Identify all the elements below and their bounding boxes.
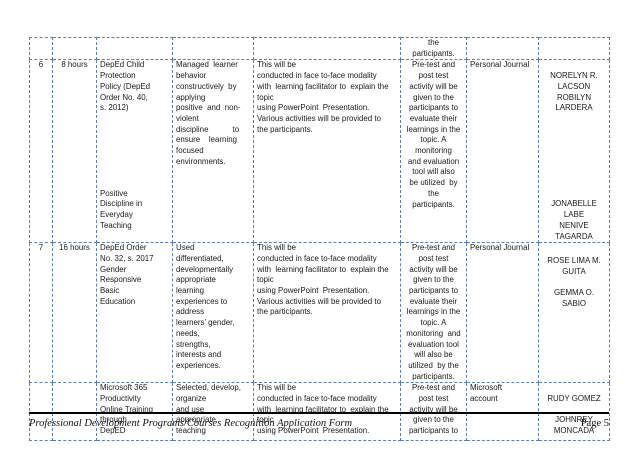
table-row-continuation: the participants. — [29, 36, 610, 61]
cell-modality: This will be conducted in face to-face m… — [253, 242, 401, 384]
title-text: DepEd Child Protection Policy (DepEd Ord… — [100, 60, 150, 113]
row-number: 7 — [38, 243, 44, 253]
cell-evaluation: the participants. — [400, 36, 467, 61]
cell-title: DepEd Order No. 32, s. 2017 Gender Respo… — [96, 242, 173, 384]
cell-objective — [172, 36, 254, 61]
title-text-secondary: Positive Discipline in Everyday Teaching — [100, 188, 143, 230]
cell-title — [96, 36, 173, 61]
cell-hours — [52, 36, 97, 61]
cell-modality: This will be conducted in face to-face m… — [253, 382, 401, 442]
cell-output: Personal Journal — [466, 59, 539, 244]
cell-output: Personal Journal — [466, 242, 539, 384]
cell-objective: Selected, develop, organize and use appr… — [172, 382, 254, 442]
cell-objective: Managed learner behavior constructively … — [172, 59, 254, 244]
output-text: Personal Journal — [470, 243, 530, 253]
cell-title: Microsoft 365 Productivity Online Traini… — [96, 382, 173, 442]
evaluation-text: the participants. — [412, 38, 455, 58]
evaluation-text: Pre-test and post test activity will be … — [406, 243, 461, 381]
evaluation-text: Pre-test and post test activity will be … — [408, 383, 459, 436]
facilitator-names: ROSE LIMA M. GUITA — [547, 255, 603, 276]
page-footer: Professional Development Programs/Course… — [29, 412, 609, 432]
cell-num — [29, 36, 53, 61]
output-text: Personal Journal — [470, 60, 530, 70]
cell-facilitators: ROSE LIMA M. GUITA GEMMA O. SABIO — [538, 242, 610, 384]
row-number: 6 — [38, 60, 44, 70]
cell-facilitators: NORELYN R. LACSON ROBILYN LARDERA JONABE… — [538, 59, 610, 244]
modality-text: This will be conducted in face to-face m… — [257, 243, 389, 317]
cell-hours — [52, 382, 97, 442]
facilitator-names: RUDY GOMEZ — [547, 394, 601, 404]
cell-title: DepEd Child Protection Policy (DepEd Ord… — [96, 59, 173, 244]
table-row: Microsoft 365 Productivity Online Traini… — [29, 382, 610, 442]
cell-output — [466, 36, 539, 61]
cell-output: Microsoft account — [466, 382, 539, 442]
cell-evaluation: Pre-test and post test activity will be … — [400, 382, 467, 442]
objective-text: Used differentiated, developmentally app… — [176, 243, 235, 370]
cell-facilitators: RUDY GOMEZ JOHNREY MONCADA — [538, 382, 610, 442]
facilitator-names-secondary: JONABELLE LABE NENIVE TAGARDA — [551, 199, 597, 241]
objective-text: Selected, develop, organize and use appr… — [176, 383, 241, 436]
cell-num: 6 — [29, 59, 53, 244]
table-row: 6 8 hours DepEd Child Protection Policy … — [29, 59, 610, 244]
cell-hours: 8 hours — [52, 59, 97, 244]
training-programs-table: the participants. 6 8 hours DepEd Child … — [29, 36, 610, 442]
cell-modality — [253, 36, 401, 61]
facilitator-names-secondary: GEMMA O. SABIO — [554, 288, 597, 308]
cell-evaluation: Pre-test and post test activity will be … — [400, 59, 467, 244]
cell-num: 7 — [29, 242, 53, 384]
cell-facilitators — [538, 36, 610, 61]
facilitator-names: NORELYN R. LACSON ROBILYN LARDERA — [550, 71, 598, 113]
cell-evaluation: Pre-test and post test activity will be … — [400, 242, 467, 384]
hours-text: 16 hours — [59, 243, 90, 253]
cell-modality: This will be conducted in face to-face m… — [253, 59, 401, 244]
output-text: Microsoft account — [470, 383, 503, 404]
hours-text: 8 hours — [61, 60, 88, 70]
title-text: DepEd Order No. 32, s. 2017 Gender Respo… — [100, 243, 154, 306]
objective-text: Managed learner behavior constructively … — [176, 60, 241, 166]
modality-text: This will be conducted in face to-face m… — [257, 383, 389, 436]
title-text: Microsoft 365 Productivity Online Traini… — [100, 383, 154, 436]
facilitator-names-secondary: JOHNREY MONCADA — [553, 415, 596, 436]
modality-text: This will be conducted in face to-face m… — [257, 60, 389, 134]
page-number: Page 5 — [580, 418, 609, 429]
cell-objective: Used differentiated, developmentally app… — [172, 242, 254, 384]
cell-hours: 16 hours — [52, 242, 97, 384]
table-row: 7 16 hours DepEd Order No. 32, s. 2017 G… — [29, 242, 610, 384]
evaluation-text: Pre-test and post test activity will be … — [406, 60, 461, 209]
footer-title: Professional Development Programs/Course… — [29, 418, 353, 429]
